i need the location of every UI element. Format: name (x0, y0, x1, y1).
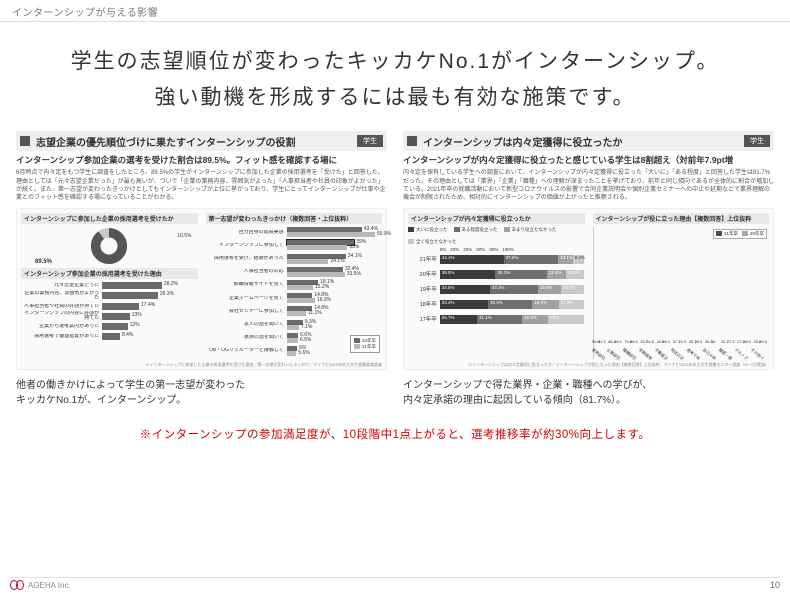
right-caption: インターンシップで得た業界・企業・職種への学びが、 内々定承諾の理由に起因してい… (403, 378, 774, 408)
stack-row: 20年卒38.5%35.3%13.3%12.9% (408, 269, 585, 280)
stack-row: 17年卒25.7%31.1%18.2%25% (408, 314, 585, 325)
hbar-row: 会社セミナーに参加して14.8%11.1% (206, 306, 383, 317)
vbar-legend: 21年卒 20年卒 (713, 229, 767, 239)
headline-line1: 学生の志望順位が変わったキッカケNo.1がインターンシップ。 (71, 50, 720, 73)
left-lead: インターンシップ参加企業の選考を受けた割合は89.5%。フィット感を確認する場に (16, 155, 387, 166)
left-panel: 志望企業の優先順位づけに果たすインターンシップの役割 学生 インターンシップ参加… (16, 131, 387, 407)
hbar-row: インターンシップに参加して39%35% (206, 240, 383, 251)
footnote: ※インターンシップの参加満足度が、10段階中1点上がると、選考推移率が約30%向… (0, 426, 790, 442)
hbar-row: 自分自身の成長実感43.4%50.9% (206, 227, 383, 238)
hbar-row: 採用選考で優遇措置があった8.4% (21, 333, 198, 341)
left-source-note: ※インターンシップに参加した企業の採用選考を受けた理由／第一志望が変わったきっか… (21, 362, 382, 368)
topbar-breadcrumb: インターンシップが与える影響 (0, 0, 790, 22)
hbar-row: 就職情報サイトを見て18.1%15.2% (206, 280, 383, 291)
headline: 学生の志望順位が変わったキッカケNo.1がインターンシップ。 強い動機を形成する… (0, 22, 790, 131)
right-panel-header: インターンシップは内々定獲得に役立ったか 学生 (403, 131, 774, 151)
footer: AGEHA Inc. 10 (10, 577, 780, 590)
hbar-row: 採用選考を受け、経験があった34.1%24.1% (206, 253, 383, 264)
hbar-row: インターンシップの内容に好感が持てた13% (21, 312, 198, 320)
donut-chart-icon (90, 227, 128, 265)
donut-center-value: 89.5% (35, 259, 52, 265)
left-panel-title: 志望企業の優先順位づけに果たすインターンシップの役割 (36, 134, 357, 149)
logo-icon (10, 580, 24, 590)
left-chart2-legend: 22年卒 21年卒 (350, 335, 380, 353)
hbar-row: 企業ホームページを見て14.8%16.3% (206, 293, 383, 304)
right-panel: インターンシップは内々定獲得に役立ったか 学生 インターンシップが内々定獲得に役… (403, 131, 774, 407)
right-stack-title: インターンシップが内々定獲得に役立ったか (408, 213, 585, 224)
headline-line2: 強い動機を形成するには最も有効な施策です。 (155, 86, 636, 109)
hbar-row: 友人の話を聞いて9.3%7.1% (206, 319, 383, 330)
hbar-row: 人事担当者の対応32.4%33.5% (206, 266, 383, 277)
hbar-row: 人事担当者や社員の好感が持てた17.4% (21, 302, 198, 310)
stack-legend: 大いに役立ったある程度役立ったあまり役立たなかった全く役立たなかった (408, 227, 585, 245)
right-body: 内々定を保有している学生への調査において、インターンシップが内々定獲得に役立った… (403, 169, 774, 201)
stack-row: 21年卒44.1%37.6%10.1%8.2% (408, 254, 585, 265)
left-chart-area: インターンシップに参加した企業の採用選考を受けたか 10.5% 89.5% イン… (16, 208, 387, 370)
left-panel-tag: 学生 (357, 135, 383, 147)
left-chart1-title: インターンシップに参加した企業の採用選考を受けたか (21, 213, 198, 224)
hbar-row: 企業の業務内容、雰囲気がよかった26.3% (21, 292, 198, 300)
hbar-row: 元々志望企業だった28.2% (21, 282, 198, 290)
left-caption: 他者の働きかけによって学生の第一志望が変わった キッカケNo.1が、インターンシ… (16, 378, 387, 408)
page-number: 10 (770, 580, 780, 590)
header-bullet-icon (407, 136, 417, 146)
footer-company: AGEHA Inc. (28, 581, 71, 590)
right-vbar-title: インターンシップが役に立った理由【複数回答】上位抜粋 (593, 213, 770, 224)
right-chart-area: インターンシップが内々定獲得に役立ったか 大いに役立ったある程度役立ったあまり役… (403, 208, 774, 370)
right-source-note: ※インターンシップは内々定獲得に役立ったか／インターンシップが役に立った理由【複… (408, 362, 769, 368)
left-body: 6月時点で内々定をもつ学生に調査をしたところ、89.5%の学生がインターンシップ… (16, 169, 387, 201)
left-chart1-subtitle: インターンシップ参加企業の採用選考を受けた理由 (21, 268, 198, 279)
stack-row: 19年卒34.5%33.3%15.8%16.4% (408, 284, 585, 295)
right-panel-title: インターンシップは内々定獲得に役立ったか (423, 134, 744, 149)
stack-row: 18年卒33.4%30.5%18.2%17.9% (408, 299, 585, 310)
left-chart2-title: 第一志望が変わったきっかけ（複数回答・上位抜粋） (206, 213, 383, 224)
right-lead: インターンシップが内々定獲得に役立ったと感じている学生は8割超え（対前年7.9p… (403, 155, 774, 166)
hbar-row: 企業から選考案内があった12% (21, 323, 198, 331)
left-panel-header: 志望企業の優先順位づけに果たすインターンシップの役割 学生 (16, 131, 387, 151)
right-panel-tag: 学生 (744, 135, 770, 147)
header-bullet-icon (20, 136, 30, 146)
